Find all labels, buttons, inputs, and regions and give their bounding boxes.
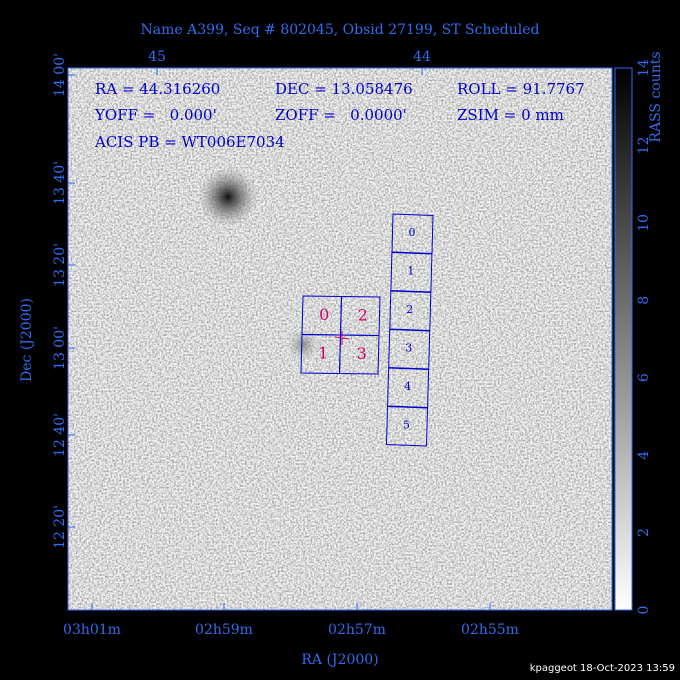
bottom-tick-label: 02h57m [328,622,386,638]
frame [67,67,613,611]
source [287,329,319,361]
left-tick-label: 12 20' [52,505,68,549]
left-tick-label: 12 40' [52,413,68,457]
top-tick-label: 45 [148,49,166,65]
chip-label: 3 [357,344,367,363]
info-text: YOFF = 0.000' [94,106,217,124]
x-label: RA (J2000) [301,652,378,668]
colorbar-tick-label: 10 [636,214,652,232]
colorbar-tick-label: 8 [636,296,652,305]
footer: kpaggeot 18-Oct-2023 13:59 [530,663,675,674]
chip-label: 0 [319,305,329,324]
chip-label: 2 [406,303,413,316]
info-text: DEC = 13.058476 [275,80,413,98]
info-text: ACIS PB = WT006E7034 [94,133,285,151]
colorbar-tick-label: 2 [636,528,652,537]
info-text: ZSIM = 0 mm [457,106,564,124]
left-tick-label: 13 00' [52,326,68,370]
acis-s-chip [387,367,430,409]
colorbar-label: RASS counts [648,51,664,142]
acis-s-chip [389,290,432,332]
info-text: RA = 44.316260 [95,80,220,98]
colorbar-tick-label: 6 [636,373,652,382]
acis-s-chip [388,328,431,370]
bottom-tick-label: 02h59m [195,622,253,638]
chip-label: 2 [358,305,368,324]
bottom-tick-label: 02h55m [461,622,519,638]
colorbar-tick-label: 4 [636,451,652,460]
colorbar [614,67,633,611]
left-tick-label: 14 00' [52,53,68,97]
left-tick-label: 13 20' [52,243,68,287]
left-tick-label: 13 40' [52,161,68,205]
chip-label: 0 [409,226,416,239]
overlay: 0 2 1 3 0 1 2 3 4 5 [300,213,434,447]
chip-label: 1 [318,343,328,362]
acis-s-chip [390,251,433,293]
info-text: ROLL = 91.7767 [457,80,585,98]
title: Name A399, Seq # 802045, Obsid 27199, ST… [141,22,540,38]
chip-label: 1 [407,265,414,278]
chip-label: 3 [405,342,412,355]
chip-label: 5 [403,419,410,432]
acis-i-chip [338,334,380,375]
colorbar-tick-label: 0 [636,606,652,615]
acis-s-chip [391,213,434,255]
acis-s-chip [385,405,429,447]
source [198,167,258,227]
colorbar-tick-label: 14 [636,59,652,77]
top-tick-label: 44 [413,49,431,65]
colorbar-tick-label: 12 [636,137,652,155]
info-text: ZOFF = 0.0000' [275,106,407,124]
bottom-tick-label: 03h01m [63,622,121,638]
chip-label: 4 [404,380,411,393]
y-label: Dec (J2000) [19,298,35,382]
